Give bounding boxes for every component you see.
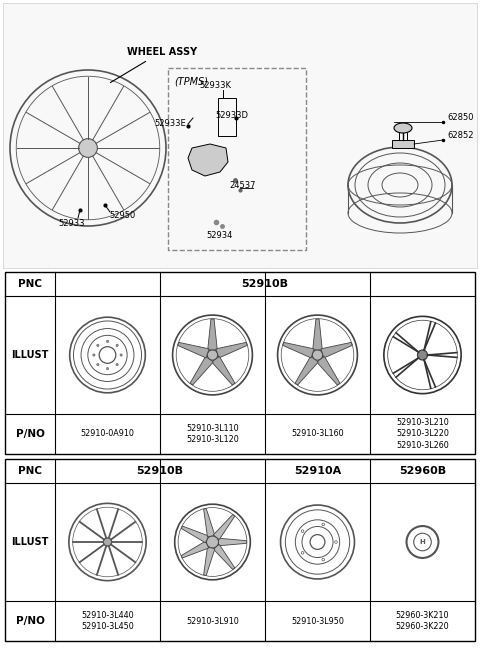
Circle shape — [97, 345, 99, 346]
Ellipse shape — [394, 123, 412, 133]
Text: 52933K: 52933K — [199, 81, 231, 90]
Circle shape — [120, 354, 122, 356]
Text: PNC: PNC — [18, 466, 42, 476]
Text: 52934: 52934 — [207, 231, 233, 240]
Polygon shape — [208, 319, 217, 350]
Polygon shape — [283, 343, 314, 358]
Text: 52910B: 52910B — [241, 279, 288, 289]
Text: 52910-3L160: 52910-3L160 — [291, 430, 344, 438]
Circle shape — [116, 364, 118, 365]
Polygon shape — [312, 319, 322, 350]
Text: 52950: 52950 — [109, 211, 135, 220]
Polygon shape — [317, 356, 340, 385]
Polygon shape — [213, 515, 235, 540]
Text: 52910-3L950: 52910-3L950 — [291, 616, 344, 626]
Text: ILLUST: ILLUST — [12, 350, 48, 360]
Text: (TPMS): (TPMS) — [174, 76, 208, 86]
Circle shape — [312, 350, 323, 360]
Polygon shape — [321, 343, 352, 358]
Text: 62852: 62852 — [447, 131, 473, 140]
Polygon shape — [216, 343, 247, 358]
Text: H: H — [420, 539, 425, 545]
Polygon shape — [204, 547, 215, 576]
Circle shape — [97, 364, 99, 365]
Polygon shape — [213, 544, 235, 569]
Circle shape — [93, 354, 95, 356]
Circle shape — [418, 350, 428, 360]
Text: 52933E: 52933E — [154, 119, 186, 128]
Text: 52910-3L110
52910-3L120: 52910-3L110 52910-3L120 — [186, 424, 239, 444]
Polygon shape — [295, 356, 318, 385]
Polygon shape — [190, 356, 213, 385]
Polygon shape — [181, 541, 209, 558]
Text: 52910-3L210
52910-3L220
52910-3L260: 52910-3L210 52910-3L220 52910-3L260 — [396, 418, 449, 450]
Text: P/NO: P/NO — [15, 429, 45, 439]
Text: 52910-3L910: 52910-3L910 — [186, 616, 239, 626]
Text: WHEEL ASSY: WHEEL ASSY — [127, 47, 197, 57]
Text: 52910-3L440
52910-3L450: 52910-3L440 52910-3L450 — [81, 610, 134, 631]
Text: P/NO: P/NO — [15, 616, 45, 626]
Text: 24537: 24537 — [229, 181, 256, 190]
Circle shape — [103, 538, 112, 546]
Text: 52910A: 52910A — [294, 466, 341, 476]
Polygon shape — [178, 343, 209, 358]
FancyBboxPatch shape — [392, 140, 414, 148]
Text: ILLUST: ILLUST — [12, 537, 48, 547]
Text: 52933: 52933 — [59, 219, 85, 228]
FancyBboxPatch shape — [3, 3, 477, 268]
Polygon shape — [188, 144, 228, 176]
Circle shape — [116, 345, 118, 346]
Circle shape — [107, 367, 108, 369]
Polygon shape — [181, 526, 209, 543]
Circle shape — [206, 536, 218, 548]
Polygon shape — [204, 508, 215, 537]
Text: 52933D: 52933D — [215, 111, 248, 120]
Circle shape — [107, 340, 108, 343]
Circle shape — [207, 350, 218, 360]
Polygon shape — [218, 538, 247, 546]
Text: 52960-3K210
52960-3K220: 52960-3K210 52960-3K220 — [396, 610, 449, 631]
Text: 52960B: 52960B — [399, 466, 446, 476]
FancyBboxPatch shape — [168, 68, 306, 250]
Text: 52910-0A910: 52910-0A910 — [81, 430, 134, 438]
Circle shape — [79, 139, 97, 157]
Text: 52910B: 52910B — [136, 466, 183, 476]
Text: PNC: PNC — [18, 279, 42, 289]
Polygon shape — [212, 356, 235, 385]
Text: 62850: 62850 — [447, 113, 473, 122]
